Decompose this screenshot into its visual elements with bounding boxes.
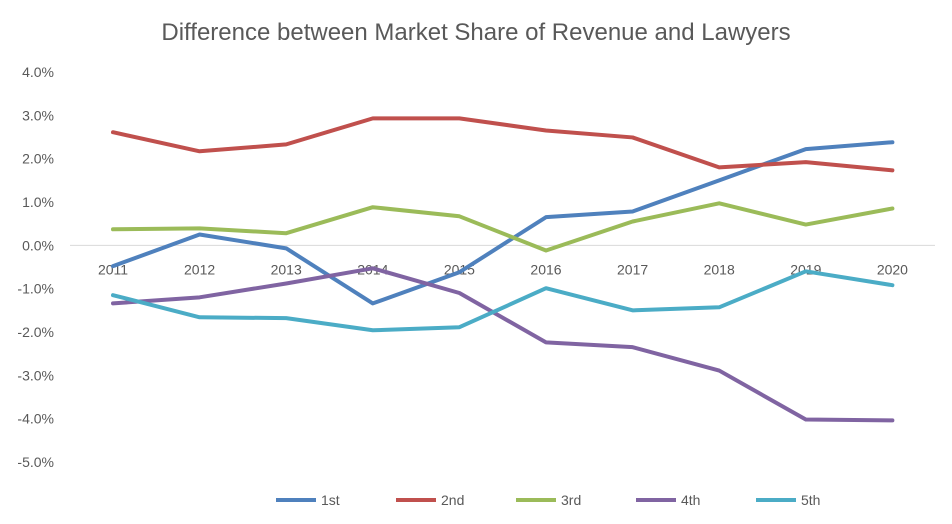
legend-label: 1st xyxy=(321,492,340,508)
x-tick-label: 2013 xyxy=(271,261,302,277)
legend-item-2nd: 2nd xyxy=(396,492,464,508)
series-line-2nd xyxy=(111,116,895,173)
y-axis: 4.0% 3.0% 2.0% 1.0% 0.0% -1.0% -2.0% -3.0% -4.0%… xyxy=(17,64,54,470)
x-tick-label: 2020 xyxy=(877,261,908,277)
x-tick-label: 2017 xyxy=(617,261,648,277)
y-tick-label: -1.0% xyxy=(17,281,54,297)
legend-item-4th: 4th xyxy=(636,492,700,508)
legend: 1st 2nd 3rd 4th 5th xyxy=(276,492,820,508)
y-tick-label: -3.0% xyxy=(17,367,54,383)
y-tick-label: 4.0% xyxy=(22,64,54,80)
y-tick-label: -4.0% xyxy=(17,411,54,427)
y-tick-label: 1.0% xyxy=(22,194,54,210)
legend-label: 3rd xyxy=(561,492,581,508)
series-line-5th xyxy=(111,269,895,333)
y-tick-label: 3.0% xyxy=(22,107,54,123)
y-tick-label: 0.0% xyxy=(22,237,54,253)
x-axis: 2011 2012 2013 2014 2015 2016 2017 2018 2019 2020 xyxy=(98,261,908,277)
y-tick-label: -5.0% xyxy=(17,454,54,470)
x-tick-label: 2016 xyxy=(530,261,561,277)
legend-item-1st: 1st xyxy=(276,492,340,508)
legend-label: 5th xyxy=(801,492,820,508)
x-tick-label: 2012 xyxy=(184,261,215,277)
x-tick-label: 2018 xyxy=(704,261,735,277)
legend-item-5th: 5th xyxy=(756,492,820,508)
series-line-3rd xyxy=(111,201,895,253)
legend-label: 2nd xyxy=(441,492,464,508)
series-line-1st xyxy=(111,140,895,306)
legend-item-3rd: 3rd xyxy=(516,492,581,508)
y-tick-label: -2.0% xyxy=(17,324,54,340)
series-line-4th xyxy=(111,266,895,423)
series-lines xyxy=(111,116,895,423)
y-tick-label: 2.0% xyxy=(22,151,54,167)
legend-label: 4th xyxy=(681,492,700,508)
chart-title: Difference between Market Share of Reven… xyxy=(161,19,790,46)
